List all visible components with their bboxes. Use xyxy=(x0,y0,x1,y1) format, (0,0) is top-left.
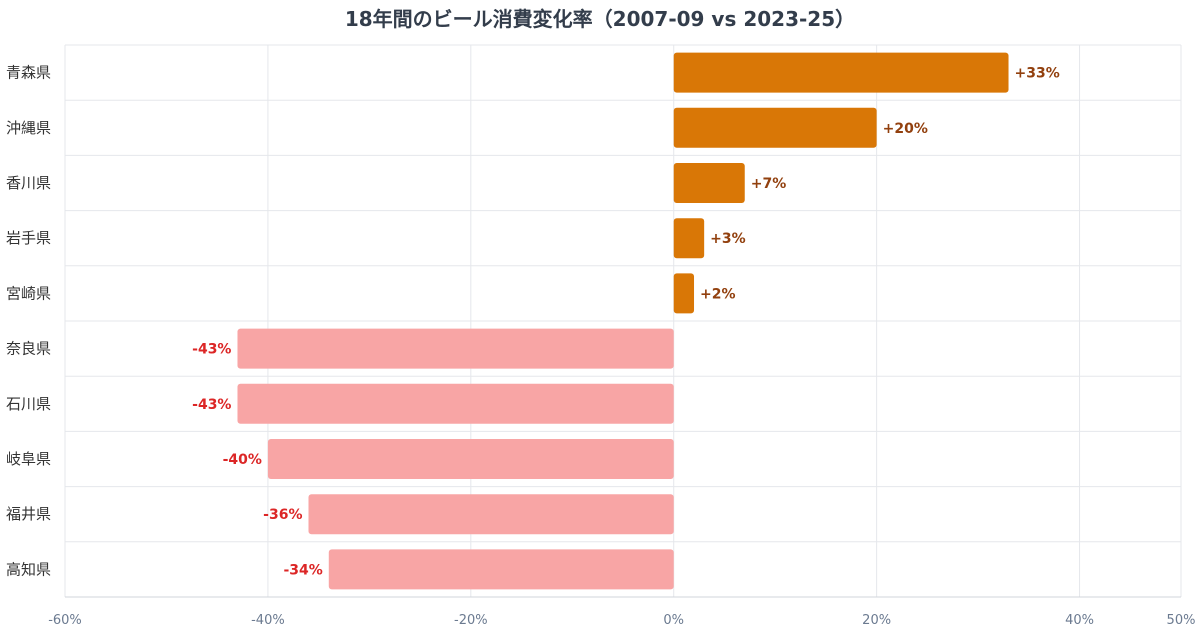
value-label: +2% xyxy=(700,286,736,302)
category-label: 沖縄県 xyxy=(6,119,51,137)
value-label: +7% xyxy=(751,176,787,192)
x-tick-label: 0% xyxy=(663,613,684,628)
bar xyxy=(673,218,705,259)
category-label: 香川県 xyxy=(6,174,51,192)
x-tick-label: 40% xyxy=(1065,613,1094,628)
category-label: 高知県 xyxy=(6,560,51,578)
value-labels: +33% +20% +7% +3% +2% -43% -43% -40% -36% -34% xyxy=(192,66,1060,579)
value-label: -43% xyxy=(192,397,231,413)
bar xyxy=(237,383,674,424)
chart-title: 18年間のビール消費変化率（2007-09 vs 2023-25） xyxy=(344,7,856,31)
x-tick-label: -20% xyxy=(454,613,488,628)
value-label: +33% xyxy=(1015,66,1060,82)
bar xyxy=(673,52,1009,93)
bar xyxy=(328,549,674,590)
bars xyxy=(237,52,1009,590)
bar xyxy=(237,328,674,369)
category-label: 岩手県 xyxy=(6,229,51,247)
x-tick-label: 20% xyxy=(862,613,891,628)
bar xyxy=(673,107,877,148)
category-label: 石川県 xyxy=(6,395,51,413)
x-tick-labels: -60% -40% -20% 0% 20% 40% 50% xyxy=(48,613,1195,628)
value-label: -40% xyxy=(223,452,262,468)
category-label: 宮崎県 xyxy=(6,284,51,302)
value-label: -43% xyxy=(192,342,231,358)
category-label: 岐阜県 xyxy=(6,450,51,468)
x-tick-label: 50% xyxy=(1167,613,1196,628)
bar xyxy=(267,439,674,479)
x-tick-label: -60% xyxy=(48,613,82,628)
x-tick-label: -40% xyxy=(251,613,285,628)
value-label: +3% xyxy=(710,231,746,247)
category-label: 青森県 xyxy=(6,64,51,82)
gridlines xyxy=(64,44,1182,598)
value-label: +20% xyxy=(883,121,928,137)
category-label: 奈良県 xyxy=(6,340,51,358)
bar xyxy=(673,273,695,314)
value-label: -34% xyxy=(283,562,322,578)
category-label: 福井県 xyxy=(6,505,51,523)
bar xyxy=(308,494,674,535)
value-label: -36% xyxy=(263,507,302,523)
bar xyxy=(673,163,745,203)
